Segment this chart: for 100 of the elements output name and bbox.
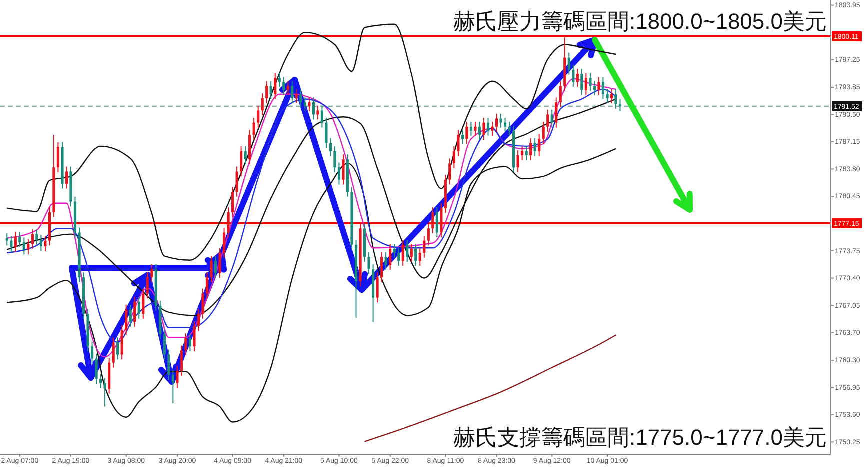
candlestick: [576, 68, 579, 88]
candlestick: [257, 105, 260, 128]
candlestick: [602, 76, 605, 100]
candlestick: [534, 138, 536, 157]
candlestick: [168, 349, 170, 380]
candlestick: [470, 122, 473, 136]
candlestick: [572, 64, 575, 88]
candlestick: [466, 122, 468, 145]
candlestick: [176, 366, 179, 389]
candlestick: [266, 80, 268, 104]
candlestick: [206, 272, 209, 300]
candlestick: [461, 130, 464, 145]
candlestick: [398, 248, 400, 267]
candlestick: [546, 109, 550, 132]
candlestick: [380, 252, 384, 283]
candlestick: [184, 333, 188, 356]
candlestick: [521, 146, 524, 161]
candlestick: [291, 80, 294, 104]
candlestick: [491, 122, 494, 136]
candlestick: [304, 97, 306, 112]
candlestick: [231, 186, 234, 218]
candlestick: [559, 80, 562, 108]
candlestick: [142, 288, 145, 320]
candlestick: [95, 353, 98, 385]
candlestick: [218, 248, 222, 279]
candlestick: [286, 80, 290, 96]
candlestick: [90, 341, 94, 364]
candlestick: [410, 244, 413, 262]
annotation: 赫氏支撐籌碼區間:1775.0~1777.0美元: [453, 425, 827, 450]
candlestick: [36, 228, 38, 246]
candlestick: [500, 113, 502, 128]
candlestick: [312, 97, 315, 120]
candlestick: [320, 105, 324, 128]
candlestick: [329, 138, 332, 157]
candlestick: [300, 89, 302, 108]
candlestick: [44, 235, 47, 252]
candlestick: [402, 240, 404, 267]
candlestick: [584, 72, 588, 96]
candlestick: [338, 162, 341, 186]
candlestick: [598, 76, 600, 96]
candlestick: [27, 238, 30, 256]
candlestick: [214, 256, 218, 279]
candlestick: [550, 109, 554, 128]
candlestick: [406, 240, 409, 262]
candlestick: [150, 264, 154, 283]
candlestick: [525, 146, 528, 161]
candlestick: [278, 72, 281, 88]
candlestick: [210, 256, 213, 283]
candlestick: [193, 320, 196, 352]
candlestick: [568, 52, 570, 76]
candlestick: [474, 122, 477, 136]
candlestick: [197, 308, 200, 332]
candlestick: [14, 231, 17, 253]
candlestick: [482, 117, 486, 140]
candlestick: [530, 138, 532, 161]
candlestick: [580, 68, 584, 96]
candlestick: [236, 166, 238, 198]
candlestick: [180, 345, 183, 376]
candlestick: [100, 374, 102, 389]
candlestick: [104, 378, 106, 408]
candlestick: [486, 117, 490, 136]
candlestick: [432, 206, 434, 234]
candlestick: [240, 146, 243, 178]
candlestick: [125, 304, 128, 336]
candlestick: [555, 97, 558, 128]
candlestick: [316, 105, 320, 120]
candlestick: [393, 244, 396, 258]
candlestick: [325, 117, 328, 149]
candlestick: [295, 89, 298, 104]
candlestick: [436, 206, 438, 238]
candlestick: [31, 228, 34, 250]
candlestick: [282, 76, 286, 96]
candlestick: [244, 146, 247, 165]
candlestick: [606, 89, 609, 104]
candlestick: [188, 333, 192, 352]
candlestick: [163, 329, 166, 360]
candlestick: [368, 252, 370, 275]
candlestick: [40, 234, 42, 252]
candlestick: [112, 337, 115, 368]
candlestick: [457, 130, 460, 157]
candlestick: [589, 72, 592, 92]
candlestick: [10, 235, 13, 253]
candlestick: [134, 296, 136, 328]
candlestick: [202, 288, 204, 320]
candlestick: [614, 89, 618, 110]
candlestick: [610, 89, 614, 104]
candlestick: [376, 272, 379, 304]
candlestick: [261, 93, 264, 116]
candlestick: [414, 244, 418, 267]
candlestick: [6, 233, 8, 246]
candlestick: [389, 244, 392, 271]
candlestick: [423, 235, 426, 258]
candlestick: [618, 98, 622, 112]
candlestick: [65, 166, 68, 190]
candlestick: [146, 272, 149, 300]
candlestick: [22, 237, 26, 256]
candlestick: [116, 337, 120, 360]
candlestick: [448, 158, 452, 186]
candlestick: [452, 146, 456, 169]
candlestick: [270, 80, 272, 100]
